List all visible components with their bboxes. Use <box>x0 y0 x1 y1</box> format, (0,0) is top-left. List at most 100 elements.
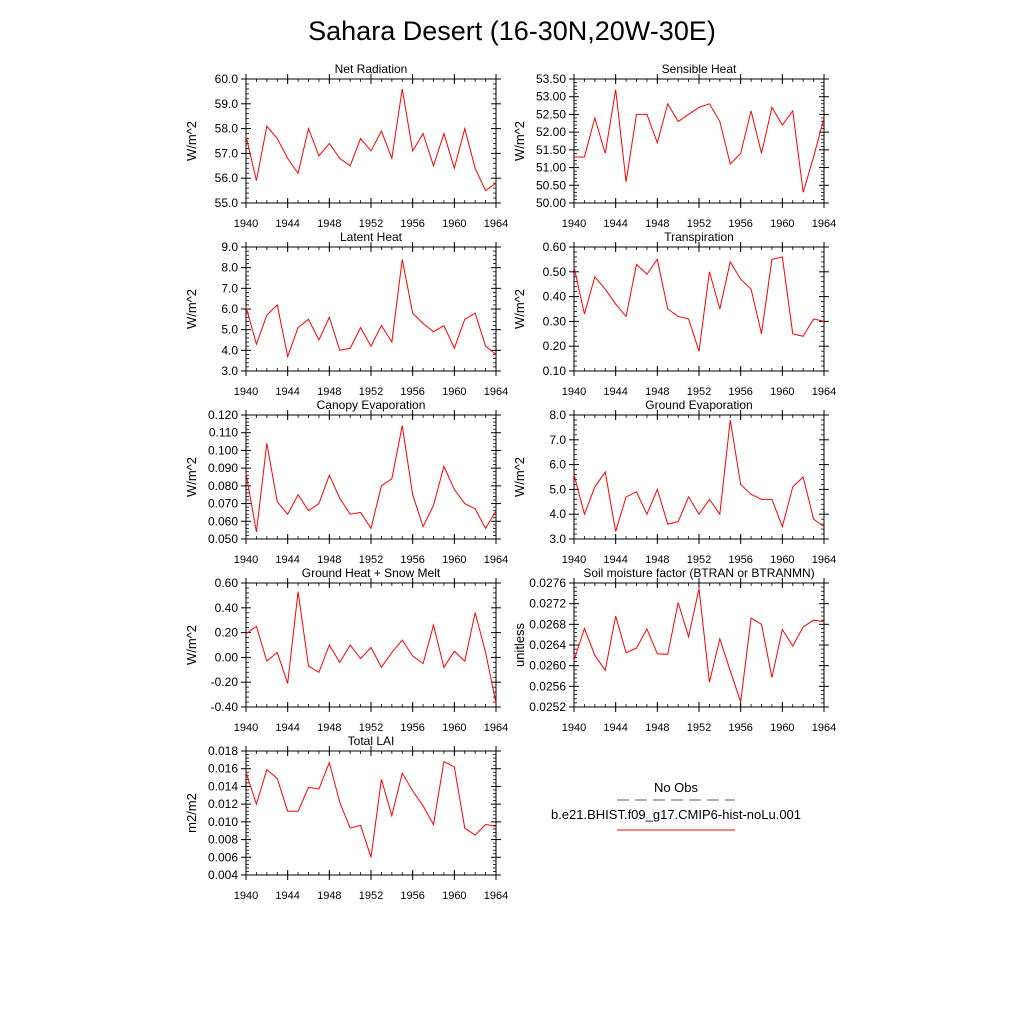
x-tick-label: 1956 <box>400 554 424 566</box>
y-tick-label: 0.006 <box>208 850 238 864</box>
x-tick-label: 1944 <box>603 554 627 566</box>
y-tick-label: -0.20 <box>211 675 239 689</box>
panel-title: Canopy Evaporation <box>317 398 426 412</box>
y-tick-label: 52.50 <box>536 107 566 121</box>
y-tick-label: 7.0 <box>549 433 566 447</box>
y-tick-label: 0.60 <box>215 576 239 590</box>
y-tick-label: 0.100 <box>208 443 238 457</box>
panel-title: Net Radiation <box>335 62 408 76</box>
x-tick-label: 1948 <box>317 554 341 566</box>
y-tick-label: 53.50 <box>536 72 566 86</box>
series-line <box>245 88 497 192</box>
y-tick-label: 57.0 <box>215 146 239 160</box>
x-tick-label: 1940 <box>562 386 586 398</box>
panel-title: Total LAI <box>348 734 395 748</box>
y-tick-label: 0.050 <box>208 532 238 546</box>
plot-frame <box>245 582 497 708</box>
x-tick-label: 1956 <box>400 890 424 902</box>
series-line <box>574 89 825 193</box>
x-tick-label: 1948 <box>645 722 669 734</box>
x-tick-label: 1948 <box>645 386 669 398</box>
y-tick-label: 3.0 <box>549 532 566 546</box>
y-tick-label: 8.0 <box>549 408 566 422</box>
x-tick-label: 1960 <box>442 554 466 566</box>
y-tick-label: 0.080 <box>208 479 238 493</box>
x-tick-label: 1964 <box>812 722 836 734</box>
x-tick-label: 1948 <box>645 218 669 230</box>
x-tick-label: 1952 <box>359 890 383 902</box>
x-tick-label: 1960 <box>770 722 794 734</box>
panels: Net Radiation 1940 1944 1948 1952 1956 1960 196… <box>184 62 836 902</box>
plot-frame <box>573 414 825 540</box>
x-tick-label: 1940 <box>562 218 586 230</box>
x-tick-label: 1944 <box>275 218 299 230</box>
series-line <box>573 419 825 532</box>
y-tick-label: 0.0256 <box>529 679 566 693</box>
panel-title: Latent Heat <box>340 230 403 244</box>
y-axis-label: W/m^2 <box>184 625 199 665</box>
y-tick-label: 59.0 <box>215 97 239 111</box>
y-tick-label: 3.0 <box>221 364 238 378</box>
x-tick-label: 1964 <box>812 386 836 398</box>
y-tick-label: -0.40 <box>211 700 239 714</box>
panel-total-lai: Total LAI 1940 1944 1948 1952 1956 1960 1964 0.0… <box>184 734 508 902</box>
x-tick-label: 1964 <box>812 554 836 566</box>
y-tick-label: 58.0 <box>215 122 239 136</box>
x-tick-label: 1960 <box>442 890 466 902</box>
y-tick-label: 6.0 <box>549 458 566 472</box>
x-tick-label: 1952 <box>687 554 711 566</box>
y-tick-label: 52.00 <box>536 125 566 139</box>
x-tick-label: 1944 <box>603 386 627 398</box>
panel-canopy-evaporation: Canopy Evaporation 1940 1944 1948 1952 1956 19… <box>184 398 508 566</box>
y-tick-label: 53.00 <box>536 90 566 104</box>
panel-title: Ground Evaporation <box>645 398 752 412</box>
x-tick-label: 1964 <box>484 890 508 902</box>
x-tick-label: 1940 <box>234 218 258 230</box>
x-tick-label: 1952 <box>359 218 383 230</box>
y-axis-label: m2/m2 <box>184 793 199 833</box>
x-tick-label: 1940 <box>562 554 586 566</box>
x-tick-label: 1960 <box>442 722 466 734</box>
x-tick-label: 1964 <box>484 218 508 230</box>
panel-sensible-heat: Sensible Heat 1940 1944 1948 1952 1956 1960 196… <box>512 62 836 230</box>
panel-title: Soil moisture factor (BTRAN or BTRANMN) <box>583 566 814 580</box>
series-line <box>573 588 825 702</box>
x-tick-label: 1944 <box>603 722 627 734</box>
y-tick-label: 4.0 <box>549 507 566 521</box>
x-tick-label: 1956 <box>728 386 752 398</box>
x-tick-label: 1944 <box>275 386 299 398</box>
y-tick-label: 7.0 <box>221 281 238 295</box>
y-tick-label: 9.0 <box>221 240 238 254</box>
y-axis-label: W/m^2 <box>184 457 199 497</box>
y-tick-label: 0.00 <box>215 650 239 664</box>
y-tick-label: 5.0 <box>549 482 566 496</box>
x-tick-label: 1940 <box>234 386 258 398</box>
y-tick-label: 0.090 <box>208 461 238 475</box>
y-tick-label: 60.0 <box>215 72 239 86</box>
series-line <box>573 256 825 352</box>
y-axis-label: W/m^2 <box>512 457 527 497</box>
x-tick-label: 1952 <box>359 554 383 566</box>
x-tick-label: 1952 <box>359 386 383 398</box>
x-tick-label: 1960 <box>442 386 466 398</box>
x-tick-label: 1948 <box>317 386 341 398</box>
y-tick-label: 0.0272 <box>529 597 566 611</box>
x-tick-label: 1964 <box>484 386 508 398</box>
x-tick-label: 1960 <box>770 386 794 398</box>
x-tick-label: 1956 <box>400 722 424 734</box>
x-tick-label: 1940 <box>234 722 258 734</box>
x-tick-label: 1948 <box>317 218 341 230</box>
y-tick-label: 8.0 <box>221 261 238 275</box>
panel-title: Sensible Heat <box>662 62 737 76</box>
y-tick-label: 0.014 <box>208 779 238 793</box>
y-axis-label: W/m^2 <box>184 121 199 161</box>
x-tick-label: 1956 <box>400 218 424 230</box>
x-tick-label: 1956 <box>728 554 752 566</box>
plot-frame <box>573 582 825 708</box>
y-tick-label: 6.0 <box>221 302 238 316</box>
figure-title: Sahara Desert (16-30N,20W-30E) <box>308 16 716 46</box>
panel-title: Transpiration <box>664 230 734 244</box>
y-tick-label: 0.50 <box>543 265 567 279</box>
y-tick-label: 0.010 <box>208 815 238 829</box>
y-axis-label: W/m^2 <box>512 289 527 329</box>
